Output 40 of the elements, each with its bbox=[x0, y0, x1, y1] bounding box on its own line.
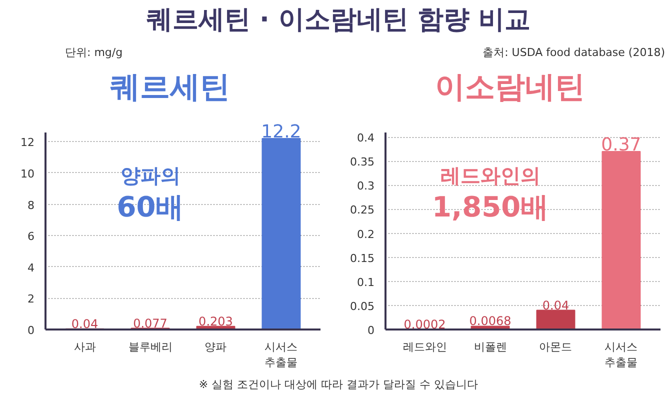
x-tick-label: 블루베리 bbox=[128, 340, 172, 354]
x-tick-label: 비폴렌 bbox=[474, 340, 507, 354]
y-tick-label: 2 bbox=[28, 292, 34, 306]
y-tick-label: 0 bbox=[368, 324, 374, 337]
y-tick-label: 0.05 bbox=[350, 300, 375, 313]
chart-title: 이소람네틴 bbox=[435, 70, 585, 105]
y-tick-label: 0.2 bbox=[357, 228, 375, 241]
chart-title: 퀘르세틴 bbox=[110, 70, 230, 105]
y-tick-label: 10 bbox=[20, 167, 35, 180]
y-tick-label: 0 bbox=[28, 324, 34, 337]
source-note: 출처: USDA food database (2018) bbox=[482, 45, 665, 61]
y-tick-label: 0.3 bbox=[357, 180, 375, 193]
text: ※ 실험 조건이나 대상에 따라 결과가 달라질 수 있습니다 bbox=[198, 377, 478, 393]
data-label: 0.077 bbox=[133, 316, 168, 330]
data-label: 0.37 bbox=[601, 134, 642, 156]
x-tick-label: 레드와인 bbox=[402, 340, 447, 354]
y-tick-label: 0.4 bbox=[357, 132, 375, 145]
y-tick-label: 12 bbox=[20, 136, 35, 150]
y-tick-label: 8 bbox=[28, 198, 34, 212]
x-tick-label: 시서스 추출물 bbox=[604, 340, 638, 370]
y-tick-label: 0.35 bbox=[350, 156, 375, 169]
y-tick-label: 0.1 bbox=[357, 276, 375, 289]
annotation: 양파의 60배 bbox=[116, 164, 184, 224]
y-tick-label: 4 bbox=[28, 261, 34, 274]
y-tick-label: 0.15 bbox=[350, 252, 375, 265]
data-label: 0.0068 bbox=[469, 314, 512, 328]
data-label: 12.2 bbox=[261, 122, 302, 143]
text: 단위: mg/g bbox=[65, 45, 123, 61]
x-tick-label: 사과 bbox=[74, 340, 96, 354]
y-tick-label: 6 bbox=[28, 230, 34, 244]
text: 퀘르세틴 · 이소람네틴 함량 비교 bbox=[146, 5, 531, 35]
x-tick-label: 아몬드 bbox=[539, 340, 572, 354]
data-label: 0.04 bbox=[542, 298, 570, 312]
y-tick-label: 0.25 bbox=[350, 204, 375, 217]
data-label: 0.203 bbox=[198, 314, 233, 328]
data-label: 0.04 bbox=[71, 316, 98, 331]
annotation: 레드와인의 1,850배 bbox=[432, 164, 549, 224]
x-tick-label: 양파 bbox=[204, 340, 227, 354]
data-label: 0.0002 bbox=[404, 317, 446, 332]
x-tick-label: 시서스 추출물 bbox=[264, 340, 298, 370]
